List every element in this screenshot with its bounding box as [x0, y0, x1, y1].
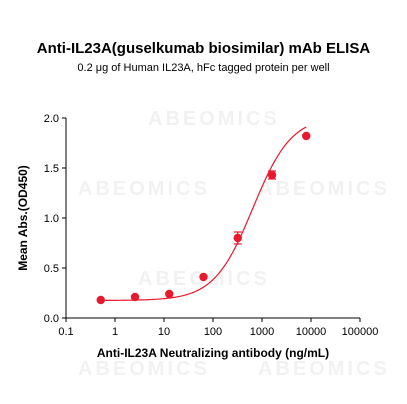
watermark: ABEOMICS [78, 358, 210, 380]
data-point [233, 233, 242, 243]
y-tick-label: 1.5 [44, 163, 59, 175]
data-point [96, 295, 105, 305]
data-point [130, 292, 140, 302]
x-tick-label: 1000 [250, 326, 274, 338]
data-point [302, 131, 311, 141]
x-axis-label: Anti-IL23A Neutralizing antibody (ng/mL) [97, 346, 329, 360]
y-tick-label: 2.0 [44, 113, 59, 125]
x-tick-label: 100 [204, 326, 222, 338]
chart-title: Anti-IL23A(guselkumab biosimilar) mAb EL… [36, 40, 371, 57]
data-point [199, 272, 208, 282]
y-tick-label: 1.0 [44, 213, 59, 225]
y-tick-label: 0.5 [44, 263, 59, 275]
chart-subtitle: 0.2 μg of Human IL23A, hFc tagged protei… [77, 62, 330, 74]
y-axis-label: Mean Abs.(OD450) [16, 165, 30, 271]
data-point [267, 170, 277, 180]
y-tick-label: 0.0 [44, 313, 59, 325]
data-point [165, 289, 174, 299]
x-tick-label: 0.1 [58, 326, 73, 338]
watermark: ABEOMICS [78, 178, 210, 200]
watermark: ABEOMICS [258, 358, 390, 380]
x-tick-label: 10 [158, 326, 170, 338]
x-tick-label: 10000 [296, 326, 327, 338]
watermark: ABEOMICS [148, 108, 280, 130]
x-tick-label: 1 [112, 326, 118, 338]
watermark: ABEOMICS [258, 178, 390, 200]
x-tick-label: 100000 [342, 326, 379, 338]
